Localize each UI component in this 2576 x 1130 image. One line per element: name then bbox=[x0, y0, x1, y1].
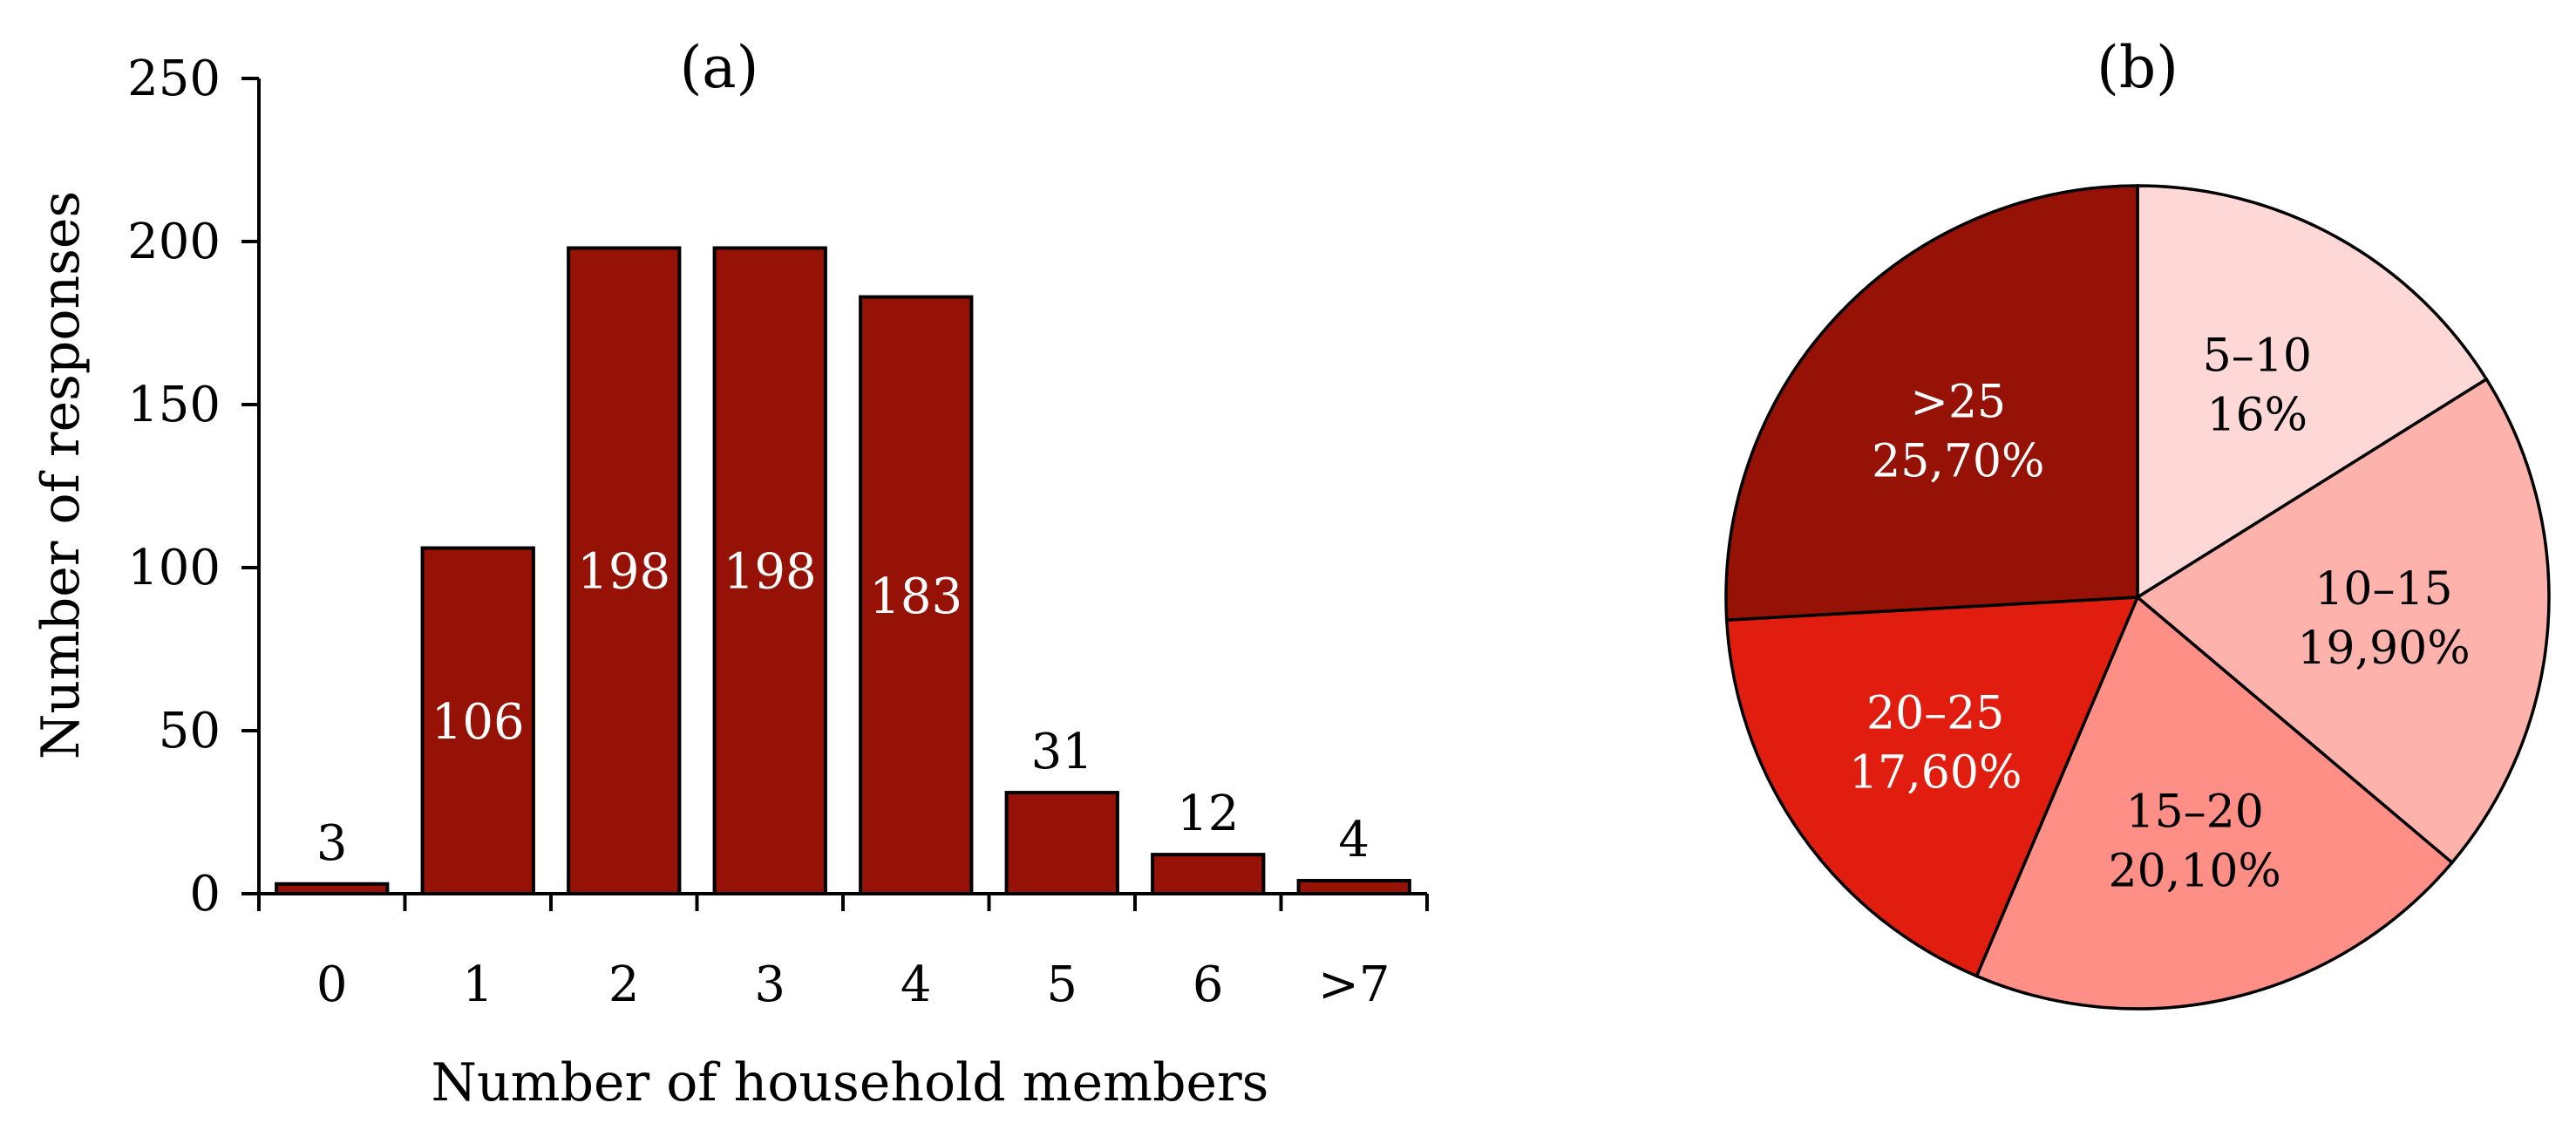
bar-data-label: 198 bbox=[724, 544, 817, 601]
pie-slice bbox=[2135, 377, 2551, 865]
bar bbox=[420, 546, 535, 895]
pie-slice-label: 15–20 bbox=[2126, 786, 2264, 838]
y-tick-label: 150 bbox=[127, 377, 221, 433]
pie-slice bbox=[1724, 596, 2140, 978]
panel-label-b: (b) bbox=[2097, 34, 2178, 101]
bars bbox=[275, 246, 1411, 896]
bar bbox=[567, 246, 682, 896]
pie-slice-value: 16% bbox=[2207, 389, 2308, 441]
pie-slice-label: 10–15 bbox=[2314, 563, 2452, 616]
x-tick-label: >7 bbox=[1318, 956, 1390, 1013]
bar-data-label: 4 bbox=[1338, 812, 1370, 868]
bar-data-label: 12 bbox=[1177, 786, 1239, 842]
x-tick-label: 1 bbox=[462, 956, 493, 1013]
x-tick-label: 3 bbox=[754, 956, 785, 1013]
y-tick-label: 100 bbox=[127, 540, 221, 596]
x-tick-label: 0 bbox=[316, 956, 348, 1013]
x-tick-label: 4 bbox=[901, 956, 932, 1013]
bar bbox=[859, 295, 974, 895]
pie-slice-value: 25,70% bbox=[1872, 435, 2044, 487]
bar-data-labels: 3 106 198 198 183 31 12 4 bbox=[316, 544, 1370, 872]
bar bbox=[1004, 791, 1119, 895]
y-tick-label: 50 bbox=[159, 703, 221, 759]
bar-data-label: 106 bbox=[432, 694, 525, 751]
bar bbox=[1151, 853, 1266, 895]
pie-slice-value: 17,60% bbox=[1849, 747, 2022, 800]
x-ticks: 0 1 2 3 4 5 6 >7 bbox=[257, 894, 1429, 1013]
pie-slice-value: 20,10% bbox=[2109, 845, 2281, 897]
bar bbox=[1296, 879, 1411, 895]
bar-data-label: 198 bbox=[577, 544, 670, 601]
pie-chart: (b) 5–10 16% 10–15 19,90% 15–20 20,10% 20–25 17… bbox=[1724, 34, 2551, 1011]
pie-slices bbox=[1724, 184, 2551, 1011]
x-tick-label: 2 bbox=[608, 956, 640, 1013]
pie-labels: 5–10 16% 10–15 19,90% 15–20 20,10% 20–25 17,60%… bbox=[1849, 330, 2471, 897]
bar-data-label: 31 bbox=[1031, 724, 1093, 780]
bar-chart: (a) Number of responses Number of househ… bbox=[31, 34, 1429, 1113]
pie-slice-label: 20–25 bbox=[1866, 688, 2004, 740]
y-tick-label: 250 bbox=[127, 51, 221, 107]
panel-label-a: (a) bbox=[680, 34, 759, 101]
x-tick-label: 6 bbox=[1193, 956, 1224, 1013]
x-tick-label: 5 bbox=[1046, 956, 1077, 1013]
pie-slice bbox=[1724, 184, 2139, 622]
bar-data-label: 3 bbox=[316, 815, 348, 872]
bar-data-label: 183 bbox=[869, 568, 962, 625]
pie-slice-label: 5–10 bbox=[2203, 330, 2312, 382]
y-tick-label: 0 bbox=[189, 866, 221, 922]
pie-slice-label: >25 bbox=[1910, 376, 2006, 428]
y-tick-label: 200 bbox=[127, 214, 221, 270]
y-ticks: 0 50 100 150 200 250 bbox=[127, 51, 259, 922]
y-axis-title: Number of responses bbox=[31, 191, 92, 759]
pie-slice-value: 19,90% bbox=[2297, 623, 2470, 675]
pie-slice bbox=[2136, 184, 2489, 601]
x-axis-title: Number of household members bbox=[432, 1052, 1269, 1113]
bar bbox=[712, 246, 827, 896]
